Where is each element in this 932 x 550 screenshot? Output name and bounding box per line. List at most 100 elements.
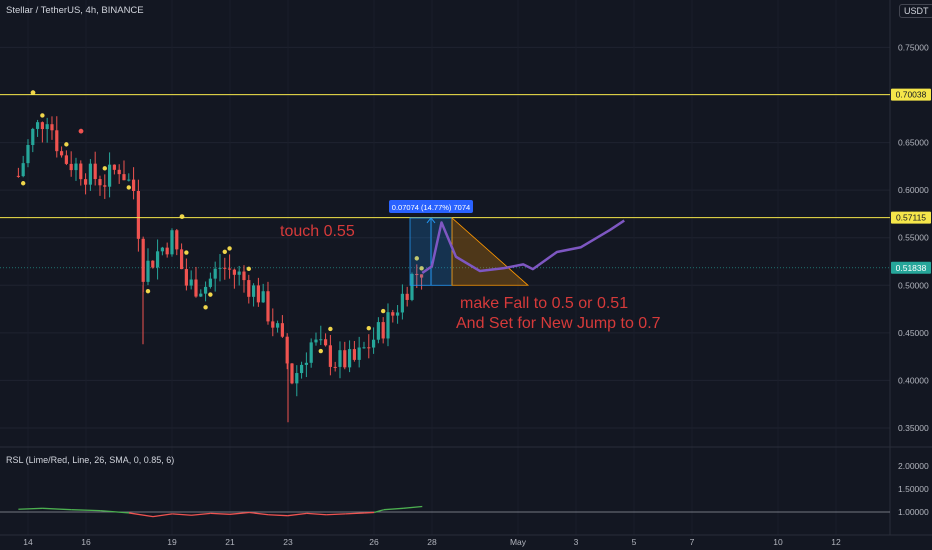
time-tick-label: May <box>510 537 527 547</box>
rsl-tick-label: 1.00000 <box>898 507 929 517</box>
time-tick-label: 19 <box>167 537 177 547</box>
rsl-segment <box>71 509 101 512</box>
rsl-segment <box>268 514 288 517</box>
candle-body <box>35 122 40 129</box>
signal-dot <box>246 266 251 272</box>
candle-body <box>271 321 275 328</box>
candle-body <box>93 163 97 180</box>
annotation-fall-line1: make Fall to 0.5 or 0.51 <box>460 295 628 312</box>
candle-body <box>419 274 424 278</box>
measure-arrowhead <box>426 217 436 224</box>
indicator-title[interactable]: RSL (Lime/Red, Line, 26, SMA, 0, 0.85, 6… <box>6 455 175 465</box>
rsl-segment <box>374 509 384 514</box>
time-tick-label: 10 <box>773 537 783 547</box>
candle-body <box>55 130 59 152</box>
candle-body <box>189 279 193 286</box>
candle-body <box>227 268 232 270</box>
candle-body <box>295 373 299 384</box>
signal-dot <box>179 214 185 219</box>
price-label-box <box>891 211 931 224</box>
candle-body <box>45 124 49 130</box>
measure-label-box <box>389 200 473 213</box>
candle-body <box>151 260 155 268</box>
candle-body <box>328 345 332 367</box>
candle-body <box>223 267 227 269</box>
currency-badge[interactable]: USDT <box>899 4 932 18</box>
price-label-text: 0.70038 <box>896 90 927 100</box>
rsl-segment <box>191 512 211 516</box>
candle-body <box>391 312 395 316</box>
rsl-segment <box>42 507 72 511</box>
price-tick-label: 0.45000 <box>898 328 929 338</box>
signal-dot <box>145 288 151 294</box>
price-tick-label: 0.75000 <box>898 42 929 52</box>
projection-path <box>421 219 625 274</box>
candle-body <box>170 230 174 255</box>
candle-body <box>194 279 198 297</box>
candle-body <box>333 366 337 368</box>
fall-triangle <box>451 217 530 286</box>
annotation-texts: touch 0.55 make Fall to 0.5 or 0.51 And Se… <box>280 203 661 332</box>
candle-body <box>179 249 184 270</box>
rsl-segment <box>345 512 365 515</box>
signal-dot <box>203 305 208 310</box>
candle-body <box>83 179 88 185</box>
rsl-segment <box>383 507 404 511</box>
candle-body <box>16 175 20 177</box>
candle-body <box>79 163 83 180</box>
candle-body <box>98 179 102 186</box>
rsl-tick-label: 1.50000 <box>898 484 929 494</box>
signal-dot <box>184 250 189 255</box>
candle-body <box>160 247 164 252</box>
candle-body <box>395 312 400 316</box>
time-tick-label: 16 <box>81 537 91 547</box>
signal-dot <box>227 246 232 251</box>
candle-body <box>290 363 294 384</box>
candle-body <box>367 347 371 349</box>
price-axis: 0.750000.700000.650000.600000.550000.500… <box>891 42 931 517</box>
signal-dot <box>414 256 419 261</box>
drawing-overlays <box>0 94 890 286</box>
candle-body <box>280 323 284 337</box>
candle-body <box>304 362 308 365</box>
rsl-segment <box>287 512 307 517</box>
candle-body <box>203 286 208 294</box>
candle-body <box>386 312 390 339</box>
signal-dot <box>366 325 371 331</box>
candle-body <box>155 251 160 268</box>
time-tick-label: 7 <box>690 537 695 547</box>
candle-body <box>371 339 376 348</box>
candle-body <box>218 267 222 269</box>
candle-body <box>31 128 35 145</box>
candle-body <box>251 285 256 297</box>
candle-body <box>146 260 150 282</box>
candle-body <box>285 336 289 364</box>
candle-body <box>400 293 404 313</box>
signal-dot <box>380 308 386 314</box>
candle-body <box>362 347 366 349</box>
candle-body <box>237 271 241 275</box>
rsl-segment <box>229 511 250 515</box>
signal-dot <box>20 181 26 186</box>
price-tick-label: 0.60000 <box>898 185 929 195</box>
time-tick-label: 28 <box>427 537 437 547</box>
rsl-segment <box>402 505 423 509</box>
candle-body <box>347 349 352 368</box>
rsl-segment <box>249 511 269 516</box>
candle-body <box>343 350 347 368</box>
candle-body <box>309 342 313 363</box>
rsl-segment <box>152 513 173 518</box>
candle-body <box>352 349 356 360</box>
candle-body <box>131 179 136 191</box>
time-tick-label: 23 <box>283 537 293 547</box>
candle-body <box>415 273 419 275</box>
price-tick-label: 0.35000 <box>898 423 929 433</box>
candle-body <box>338 350 342 367</box>
rsl-segment <box>100 509 130 514</box>
signal-dot <box>318 348 323 354</box>
candle-body <box>266 291 270 322</box>
candle-body <box>103 185 107 187</box>
candle-body <box>199 293 203 297</box>
candle-body <box>242 271 246 281</box>
